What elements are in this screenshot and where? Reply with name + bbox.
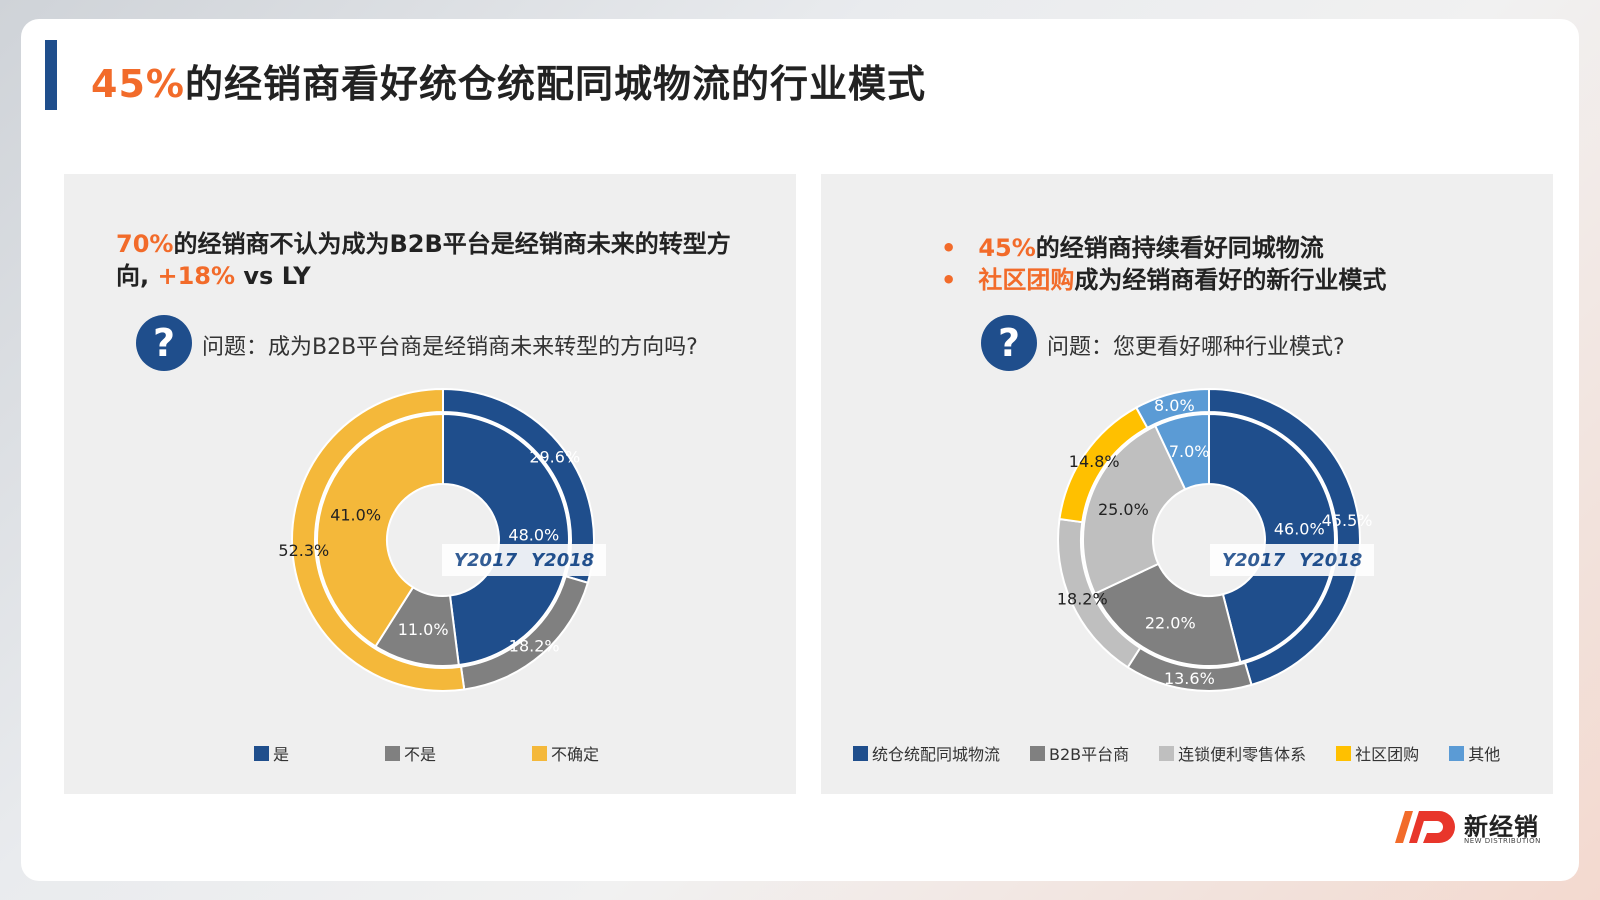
page-title: 45%的经销商看好统仓统配同城物流的行业模式: [91, 53, 926, 108]
legend-swatch: [1030, 745, 1046, 761]
right-line1-pct: 45%: [978, 234, 1036, 262]
legend-item: 其他: [1449, 741, 1500, 765]
legend-swatch: [254, 745, 269, 761]
data-label: 7.0%: [1169, 442, 1210, 461]
left-headline-text: 的经销商不认为成为B2B平台是经销商未来的转型方向,: [116, 230, 731, 290]
left-legend: 是 不是 不确定: [254, 741, 695, 765]
right-line1-text: 的经销商持续看好同城物流: [1035, 234, 1324, 262]
legend-swatch: [1159, 745, 1175, 761]
legend-item: B2B平台商: [1030, 741, 1129, 765]
legend-swatch: [1449, 745, 1465, 761]
bullet-dot: •: [941, 234, 957, 262]
right-bullet-2: • 社区团购成为经销商看好的新行业模式: [941, 260, 1386, 295]
donut-slice-Y2017-2: [1082, 424, 1187, 595]
title-text: 的经销商看好统仓统配同城物流的行业模式: [184, 62, 926, 106]
legend-item: 统仓统配同城物流: [853, 741, 1000, 765]
donut-slice-Y2018-2: [291, 387, 466, 692]
legend-item: 连锁便利零售体系: [1159, 741, 1306, 765]
year-label-box: Y2017 Y2018: [442, 544, 607, 576]
data-label: 45.5%: [1322, 511, 1373, 530]
data-label: 8.0%: [1154, 396, 1195, 415]
legend-label: 其他: [1468, 745, 1501, 764]
title-accent-bar: [45, 40, 57, 110]
year-label-2018: Y2018: [1299, 549, 1363, 571]
legend-label: 不确定: [551, 745, 600, 764]
data-label: 14.8%: [1069, 452, 1120, 471]
data-label: 48.0%: [508, 525, 559, 544]
question-icon: ?: [136, 315, 192, 371]
legend-label: 不是: [404, 745, 437, 764]
left-headline-delta: +18%: [157, 262, 236, 290]
donut-slice-Y2018-4: [1134, 387, 1210, 430]
right-legend: 统仓统配同城物流 B2B平台商 连锁便利零售体系 社区团购 其他: [853, 741, 1530, 765]
year-label-2017: Y2017: [1222, 549, 1286, 571]
right-panel: • 45%的经销商持续看好同城物流 • 社区团购成为经销商看好的新行业模式 ? 问题…: [821, 174, 1553, 794]
donut-slice-Y2017-2: [316, 412, 444, 648]
data-label: 22.0%: [1145, 613, 1196, 632]
logo-subtext: NEW DISTRIBUTION: [1464, 837, 1541, 845]
data-label: 25.0%: [1098, 500, 1149, 519]
left-headline-tail: vs LY: [235, 262, 311, 290]
right-bullet-1: • 45%的经销商持续看好同城物流: [941, 228, 1324, 263]
year-label-2018: Y2018: [531, 549, 595, 571]
legend-label: 统仓统配同城物流: [872, 745, 1001, 764]
legend-item: 不确定: [532, 741, 599, 765]
legend-item: 不是: [385, 741, 436, 765]
left-panel: 70%的经销商不认为成为B2B平台是经销商未来的转型方向, +18% vs LY…: [64, 174, 796, 794]
left-headline: 70%的经销商不认为成为B2B平台是经销商未来的转型方向, +18% vs LY: [116, 228, 756, 292]
right-question: 问题：您更看好哪种行业模式?: [1047, 335, 1345, 360]
left-donut-chart: 48.0% 11.0% 41.0% 29.6% 18.2% 52.3%: [278, 387, 595, 692]
donut-slice-Y2017-0: [1208, 412, 1336, 664]
data-label: 46.0%: [1274, 520, 1325, 539]
data-label: 29.6%: [529, 447, 580, 466]
left-question: 问题：成为B2B平台商是经销商未来转型的方向吗?: [202, 335, 698, 360]
brand-logo: 新经销 NEW DISTRIBUTION: [1393, 807, 1543, 847]
title-highlight: 45%: [91, 62, 185, 106]
data-label: 18.2%: [1057, 589, 1108, 608]
year-label-2017: Y2017: [454, 549, 518, 571]
donut-slice-Y2017-4: [1154, 412, 1210, 491]
left-headline-pct: 70%: [116, 230, 174, 258]
donut-slice-Y2017-1: [1093, 562, 1242, 667]
right-line2-hl: 社区团购: [978, 266, 1075, 294]
logo-text: 新经销: [1464, 813, 1539, 841]
legend-swatch: [532, 745, 548, 761]
legend-label: 是: [273, 745, 290, 764]
legend-label: 连锁便利零售体系: [1178, 745, 1307, 764]
bullet-dot: •: [941, 266, 957, 294]
legend-swatch: [853, 745, 868, 761]
legend-swatch: [1336, 745, 1352, 761]
year-label-box: Y2017 Y2018: [1210, 544, 1375, 576]
right-line2-text: 成为经销商看好的新行业模式: [1074, 266, 1387, 294]
legend-item: 社区团购: [1336, 741, 1419, 765]
data-label: 52.3%: [278, 541, 329, 560]
data-label: 11.0%: [398, 620, 449, 639]
data-label: 13.6%: [1164, 669, 1215, 688]
legend-item: 是: [254, 741, 289, 765]
right-donut-chart: 46.0% 22.0% 25.0% 7.0% 45.5% 13.6% 18.2% 14.8% 8…: [1057, 387, 1373, 692]
logo-mark-icon: [1395, 811, 1455, 843]
legend-label: 社区团购: [1355, 745, 1420, 764]
data-label: 18.2%: [509, 637, 560, 656]
legend-swatch: [385, 745, 401, 761]
question-icon: ?: [981, 315, 1037, 371]
donut-slice-Y2017-0: [442, 412, 570, 667]
slide: 45%的经销商看好统仓统配同城物流的行业模式 70%的经销商不认为成为B2B平台…: [21, 19, 1579, 881]
data-label: 41.0%: [330, 506, 381, 525]
legend-label: B2B平台商: [1049, 745, 1130, 764]
